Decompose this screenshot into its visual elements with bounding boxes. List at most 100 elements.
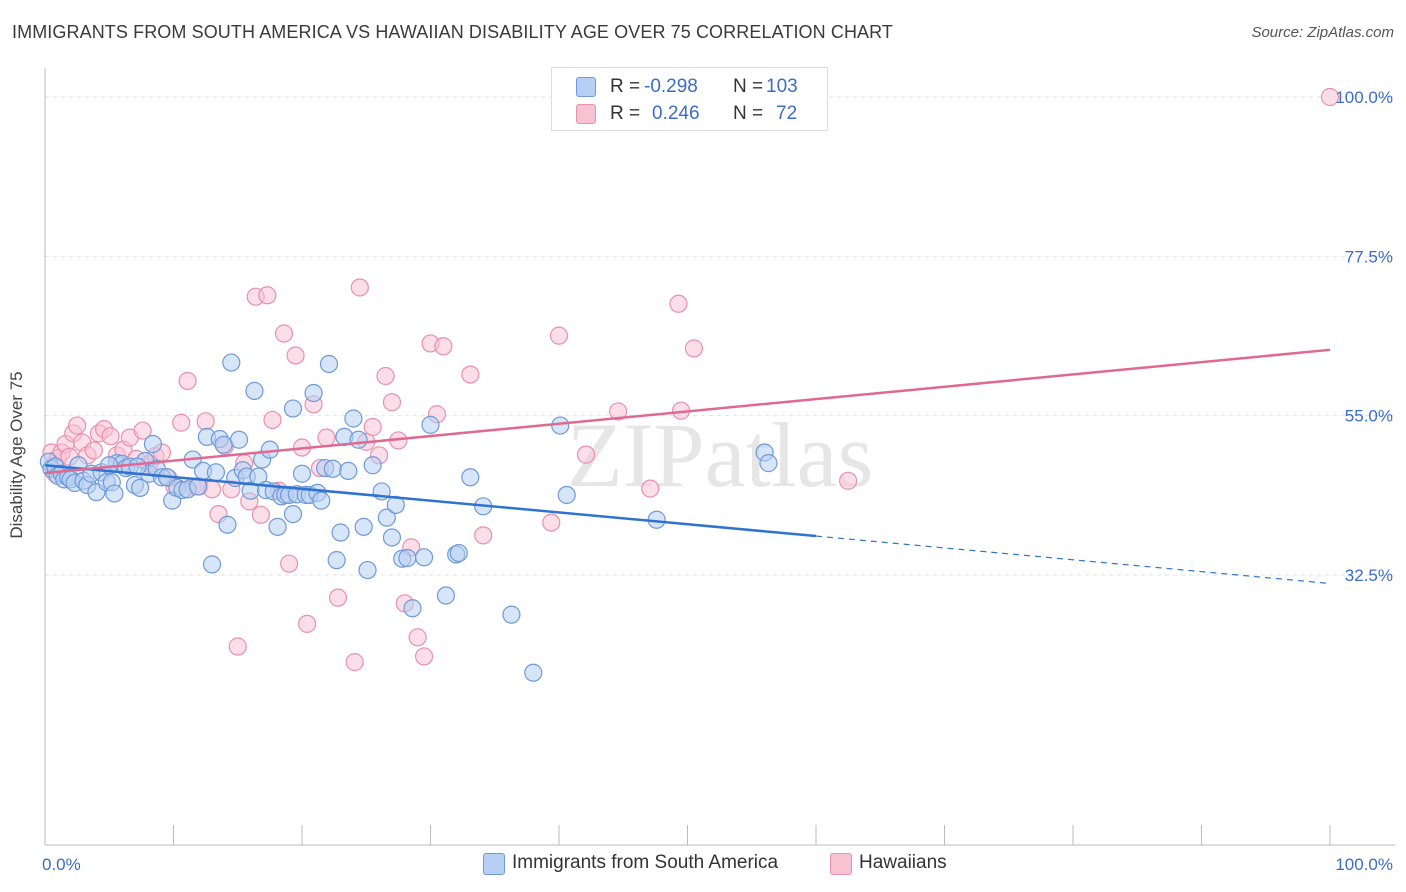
- hawaiians-point: [363, 417, 382, 437]
- south-america-points: [39, 353, 778, 682]
- hawaiians-point: [101, 427, 120, 446]
- hawaiians-points: [42, 87, 1340, 672]
- n-label: N =: [733, 103, 764, 124]
- hawaiians-point: [328, 588, 348, 607]
- hawaiians-point: [280, 554, 299, 573]
- hawaiians-point: [345, 653, 364, 672]
- south-america-point: [283, 504, 303, 524]
- hawaiians-point: [317, 428, 336, 447]
- hawaiians-point: [228, 637, 247, 656]
- r-value: -0.298: [644, 76, 698, 97]
- legend-swatch-pink: [576, 104, 596, 124]
- south-america-point: [105, 484, 124, 503]
- south-america-point: [331, 523, 350, 542]
- hawaiians-point: [434, 337, 453, 356]
- south-america-point: [202, 555, 222, 574]
- south-america-trend-extension: [815, 535, 1331, 585]
- x-tick-label: 100.0%: [1335, 855, 1393, 874]
- trend-lines: [44, 348, 1331, 585]
- south-america-point: [128, 457, 147, 476]
- south-america-point: [377, 508, 396, 527]
- hawaiians-trend-line: [44, 348, 1331, 475]
- y-axis-label: Disability Age Over 75: [7, 371, 26, 539]
- r-label: R =: [610, 76, 641, 97]
- south-america-point: [222, 353, 241, 372]
- legend-label: Immigrants from South America: [512, 852, 779, 873]
- south-america-point: [398, 548, 417, 568]
- hawaiians-point: [669, 294, 688, 313]
- hawaiians-point: [172, 413, 191, 432]
- hawaiians-point: [549, 326, 569, 345]
- south-america-point: [502, 605, 521, 624]
- south-america-point: [449, 543, 468, 563]
- south-america-point: [245, 381, 264, 400]
- south-america-point: [363, 456, 382, 475]
- south-america-point: [354, 517, 373, 536]
- hawaiians-point: [133, 421, 152, 440]
- south-america-point: [323, 459, 342, 478]
- hawaiians-point: [251, 505, 270, 524]
- hawaiians-point: [1320, 87, 1340, 107]
- hawaiians-point: [461, 365, 480, 384]
- south-america-point: [403, 599, 422, 618]
- hawaiians-point: [196, 412, 215, 431]
- south-america-point: [327, 551, 346, 570]
- hawaiians-point: [684, 339, 704, 358]
- south-america-point: [421, 415, 440, 434]
- south-america-trend-line: [44, 463, 817, 538]
- hawaiians-point: [350, 278, 369, 297]
- south-america-point: [339, 461, 358, 481]
- hawaiians-point: [382, 393, 402, 412]
- south-america-point: [461, 468, 480, 487]
- r-label: R =: [610, 103, 641, 124]
- south-america-point: [130, 478, 150, 497]
- watermark: ZIPatlas: [567, 404, 874, 506]
- south-america-point: [557, 485, 576, 505]
- hawaiians-point: [286, 346, 305, 365]
- tick-labels: 32.5% 55.0% 77.5% 100.0% 0.0% 100.0%: [42, 88, 1393, 874]
- stats-legend: R = -0.298 N = 103 R = 0.246 N = 72: [551, 67, 828, 131]
- x-tick-label: 0.0%: [42, 855, 81, 874]
- hawaiians-point: [576, 445, 596, 464]
- y-tick-label: 100.0%: [1335, 88, 1393, 107]
- chart-title: IMMIGRANTS FROM SOUTH AMERICA VS HAWAIIA…: [12, 22, 894, 42]
- hawaiians-point: [258, 286, 277, 305]
- source-credit: Source: ZipAtlas.com: [1251, 24, 1394, 41]
- south-america-point: [292, 464, 312, 483]
- hawaiians-point: [263, 410, 282, 430]
- south-america-point: [382, 528, 402, 547]
- hawaiians-point: [68, 416, 87, 435]
- hawaiians-point: [474, 526, 493, 545]
- hawaiians-point: [178, 371, 197, 391]
- hawaiians-point: [298, 614, 317, 633]
- hawaiians-point: [641, 479, 660, 498]
- south-america-point: [344, 409, 363, 428]
- hawaiians-point: [84, 441, 103, 460]
- hawaiians-point: [542, 513, 561, 532]
- r-value: 0.246: [652, 103, 700, 124]
- south-america-point: [319, 354, 339, 374]
- legend-swatch-blue: [483, 853, 505, 875]
- south-america-point: [312, 491, 331, 510]
- south-america-point: [436, 586, 456, 605]
- south-america-point: [268, 517, 287, 536]
- y-tick-label: 77.5%: [1345, 247, 1393, 266]
- y-tick-label: 55.0%: [1345, 407, 1393, 426]
- hawaiians-point: [408, 628, 427, 647]
- n-label: N =: [733, 76, 764, 97]
- south-america-point: [759, 454, 778, 473]
- south-america-point: [218, 515, 237, 534]
- hawaiians-point: [609, 402, 628, 421]
- legend-swatch-blue: [576, 77, 596, 97]
- hawaiians-point: [414, 647, 434, 666]
- hawaiians-point: [376, 366, 395, 386]
- south-america-point: [349, 430, 368, 449]
- n-value: 72: [776, 103, 798, 124]
- south-america-point: [551, 416, 570, 435]
- south-america-point: [214, 435, 233, 454]
- n-value: 103: [766, 76, 798, 97]
- south-america-point: [283, 399, 303, 418]
- hawaiians-point: [274, 324, 294, 343]
- south-america-point: [524, 663, 543, 682]
